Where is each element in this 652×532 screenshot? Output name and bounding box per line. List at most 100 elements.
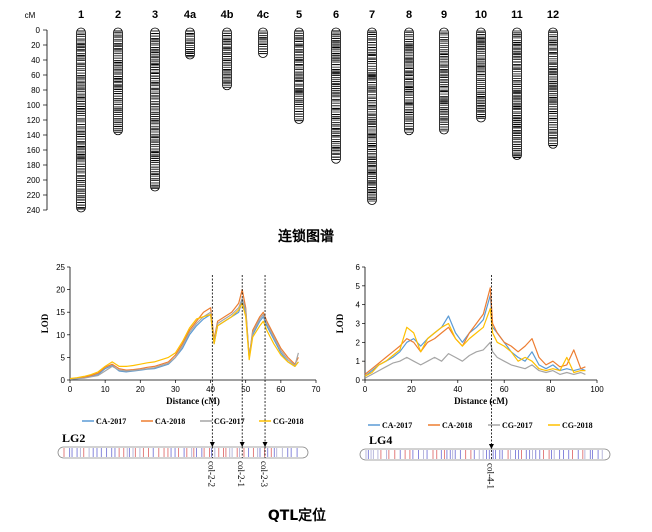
qtl-label: col-2-2 [206,461,216,487]
chromosome-4a [185,27,195,60]
x-tick-label: 0 [68,385,73,394]
map-ytick-label: 120 [27,116,41,125]
map-ytick-label: 180 [27,161,41,170]
linkage-group-label: LG4 [369,433,392,447]
map-ytick-label: 160 [27,146,41,155]
map-ytick-label: 60 [31,71,40,80]
chromosome-3 [150,27,160,192]
series-line-cg-2017 [364,341,586,379]
legend-label: CG-2017 [502,421,533,430]
chromosome-label: 11 [511,9,523,21]
qtl-caption: QTL定位 [268,507,326,524]
chromosome-label: 5 [296,9,302,21]
x-tick-label: 80 [546,385,555,394]
y-tick-label: 20 [56,286,65,295]
y-axis-label: LOD [40,313,50,333]
qtl-arrowhead [209,442,215,447]
legend-label: CA-2017 [96,417,126,426]
y-tick-label: 10 [56,331,65,340]
x-tick-label: 20 [136,385,145,394]
y-axis-label: LOD [335,313,345,333]
x-tick-label: 40 [453,385,462,394]
y-tick-label: 5 [61,353,66,362]
qtl-label: col-2-3 [259,461,269,487]
y-tick-label: 0 [356,376,361,385]
y-tick-label: 6 [356,263,361,272]
chromosome-12 [548,27,558,149]
chromosome-body [331,27,341,164]
linkage-bar-body [359,448,611,461]
chromosome-label: 4b [221,9,234,21]
legend-label: CA-2018 [155,417,185,426]
chromosome-label: 10 [475,9,487,21]
series-line-ca-2017 [364,294,586,377]
qtl-label: col-2-1 [236,461,246,487]
chromosome-6 [331,27,341,164]
chromosome-label: 6 [333,9,339,21]
chromosome-2 [113,27,123,136]
x-tick-label: 10 [101,385,110,394]
series-line-cg-2017 [69,298,299,380]
y-tick-label: 2 [356,338,361,347]
qtl-label: col-4-1 [485,463,495,489]
legend-label: CA-2018 [442,421,472,430]
x-tick-label: 100 [590,385,604,394]
linkage-map-caption: 连锁图谱 [278,228,334,245]
x-axis-label: Distance (cM) [454,396,508,406]
x-tick-label: 30 [171,385,180,394]
map-ytick-label: 100 [27,101,41,110]
series-line-ca-2018 [364,287,586,375]
y-tick-label: 15 [56,308,65,317]
chromosome-label: 4a [184,9,197,21]
map-ytick-label: 40 [31,56,40,65]
x-tick-label: 60 [500,385,509,394]
qtl-arrowhead [262,442,268,447]
map-ytick-label: 0 [36,26,41,35]
chromosome-10 [476,27,486,123]
x-tick-label: 50 [241,385,250,394]
x-axis-label: Distance (cM) [166,396,220,406]
y-tick-label: 5 [356,282,361,291]
qtl-arrowhead [239,442,245,447]
x-tick-label: 70 [312,385,321,394]
linkage-group-bar [57,446,309,459]
chromosome-label: 12 [547,9,559,21]
x-tick-label: 40 [206,385,215,394]
y-tick-label: 3 [356,320,361,329]
map-ytick-label: 20 [31,41,40,50]
chromosome-label: 7 [369,9,375,21]
chromosome-label: 1 [78,9,84,21]
map-ytick-label: 80 [31,86,40,95]
map-ytick-label: 200 [27,176,41,185]
map-ytick-label: 140 [27,131,41,140]
legend-label: CG-2018 [273,417,304,426]
series-line-cg-2018 [364,307,586,377]
chromosome-5 [294,27,304,124]
series-line-ca-2018 [69,289,299,380]
chromosome-label: 4c [257,9,269,21]
linkage-group-bar [359,448,611,461]
linkage-bar-body [57,446,309,459]
chromosome-9 [439,27,449,135]
legend-label: CG-2018 [562,421,593,430]
y-tick-label: 4 [356,301,361,310]
lod-chart-lg2: 0 5 10 15 20 25 0 10 20 30 40 50 60 70 Distance (cM) LO… [40,263,321,487]
chromosome-label: 3 [152,9,158,21]
chromosome-label: 9 [441,9,447,21]
map-unit-label: cM [25,11,36,20]
x-tick-label: 0 [363,385,368,394]
y-tick-label: 25 [56,263,65,272]
chromosome-1 [76,27,86,213]
chromosome-label: 2 [115,9,121,21]
legend-label: CA-2017 [382,421,412,430]
y-tick-label: 1 [356,357,361,366]
chromosome-7 [367,27,377,205]
chromosome-4b [222,27,232,91]
x-tick-label: 20 [407,385,416,394]
chromosome-label: 8 [406,9,412,21]
map-ytick-label: 240 [27,206,41,215]
chromosome-11 [512,27,522,160]
